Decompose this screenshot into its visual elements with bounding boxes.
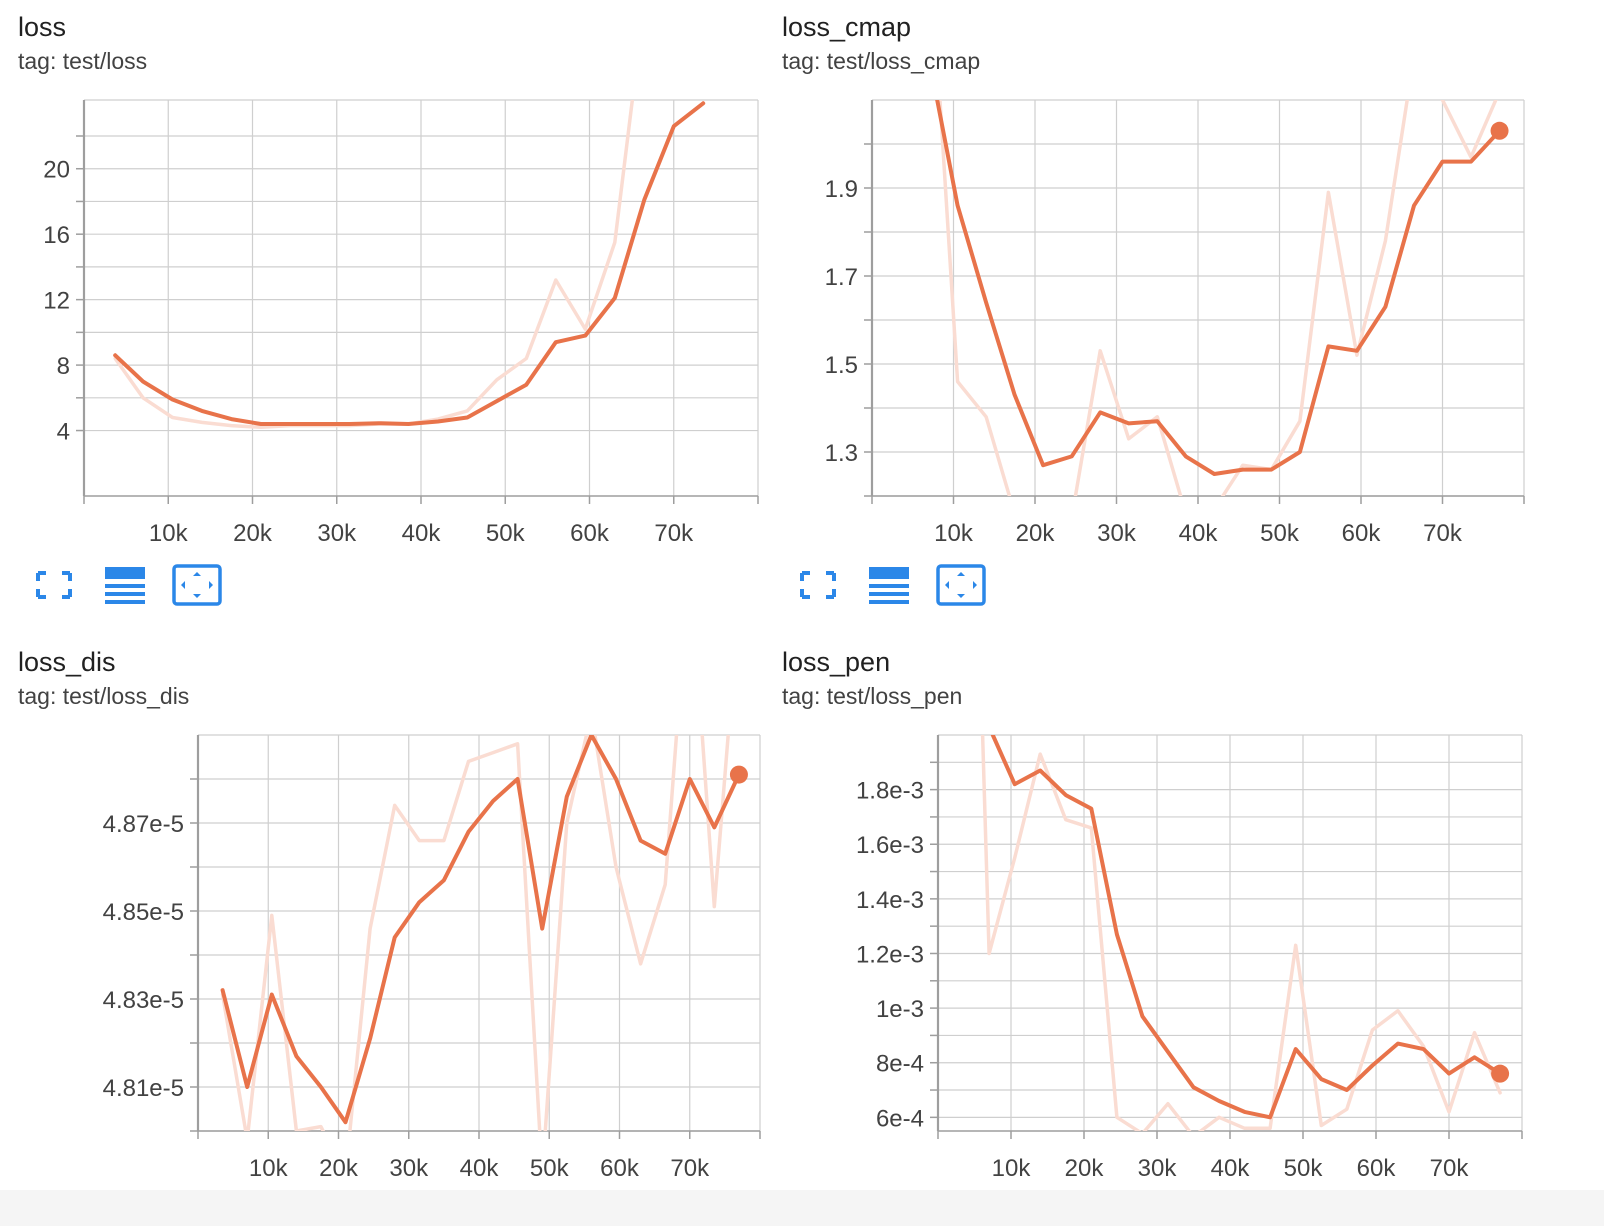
toggle-log-icon — [869, 567, 909, 604]
card-loss: loss tag: test/loss 10k 20k 30k 40k 50k 60k 70… — [0, 0, 780, 620]
last-point-marker — [1490, 121, 1509, 140]
series-raw-line — [220, 735, 730, 1131]
x-tick-label: 50k — [1260, 520, 1300, 547]
x-tick-label: 50k — [1284, 1155, 1324, 1182]
series-smoothed-line — [935, 100, 1502, 476]
y-tick-label: 1.2e-3 — [856, 941, 924, 968]
x-tick-label: 50k — [530, 1155, 570, 1182]
x-tick-label: 40k — [460, 1155, 500, 1182]
y-tick-label: 16 — [43, 222, 70, 249]
card-loss-dis: loss_dis tag: test/loss_dis 10k 20k 30k 40k… — [0, 635, 780, 1195]
x-tick-label: 30k — [317, 520, 357, 547]
y-tick-label: 4.85e-5 — [103, 899, 184, 926]
chart-plot[interactable]: 10k 20k 30k 40k 50k 60k 70k 6e-4 8e-4 1e-3 1.2e-3 1… — [764, 635, 1544, 1195]
series-smoothed-line — [113, 101, 706, 426]
y-tick-label: 4.83e-5 — [103, 987, 184, 1014]
y-tick-label: 20 — [43, 157, 70, 184]
x-tick-label: 10k — [249, 1155, 289, 1182]
x-tick-label: 20k — [233, 520, 273, 547]
y-tick-label: 1.7 — [825, 264, 858, 291]
chart-plot[interactable]: 10k 20k 30k 40k 50k 60k 70k 1.3 1.5 1.7 1.9 — [764, 0, 1544, 560]
series-group — [220, 735, 741, 1131]
card-loss-pen: loss_pen tag: test/loss_pen 10k 20k 30k 40k… — [764, 635, 1544, 1195]
x-tick-label: 10k — [992, 1155, 1032, 1182]
fit-domain-button[interactable] — [935, 563, 987, 607]
toggle-log-button[interactable] — [863, 563, 915, 607]
series-smoothed-line — [990, 735, 1503, 1120]
chart-title: loss_dis — [18, 647, 116, 677]
y-tick-label: 8 — [57, 353, 70, 380]
chart-title: loss_pen — [782, 647, 891, 677]
y-tick-label: 12 — [43, 288, 70, 315]
fullscreen-icon — [800, 571, 836, 599]
x-tick-label: 70k — [670, 1155, 710, 1182]
x-tick-label: 20k — [1065, 1155, 1105, 1182]
chart-tag: tag: test/loss_cmap — [782, 48, 981, 74]
x-tick-label: 10k — [149, 520, 189, 547]
x-tick-label: 30k — [389, 1155, 429, 1182]
y-tick-label: 1.9 — [825, 176, 858, 203]
last-point-marker — [729, 765, 748, 784]
y-tick-label: 1.4e-3 — [856, 887, 924, 914]
fullscreen-button[interactable] — [28, 563, 80, 607]
grid — [198, 734, 761, 1132]
chart-plot[interactable]: 10k 20k 30k 40k 50k 60k 70k 4 8 12 16 20 — [0, 0, 780, 560]
card-loss-cmap: loss_cmap tag: test/loss_cmap 10k 20k 30k 4… — [764, 0, 1544, 620]
fit-domain-icon — [936, 564, 986, 606]
fullscreen-icon — [36, 571, 72, 599]
y-tick-label: 1e-3 — [876, 996, 924, 1023]
x-tick-label: 10k — [934, 520, 974, 547]
bottom-bar — [0, 1190, 1604, 1226]
y-tick-label: 1.6e-3 — [856, 832, 924, 859]
series-group — [113, 100, 706, 430]
x-tick-label: 60k — [570, 520, 610, 547]
toggle-log-button[interactable] — [99, 563, 151, 607]
series-raw-line — [980, 735, 1502, 1131]
x-tick-label: 20k — [1016, 520, 1056, 547]
x-tick-label: 40k — [402, 520, 442, 547]
x-tick-label: 60k — [1342, 520, 1382, 547]
series-smoothed-line — [220, 735, 741, 1125]
fullscreen-button[interactable] — [792, 563, 844, 607]
x-tick-label: 40k — [1211, 1155, 1251, 1182]
x-tick-label: 40k — [1179, 520, 1219, 547]
chart-title: loss — [18, 12, 67, 42]
chart-tag: tag: test/loss_dis — [18, 683, 190, 709]
series-group — [980, 735, 1503, 1131]
y-tick-label: 4 — [57, 419, 70, 446]
y-tick-label: 8e-4 — [876, 1051, 924, 1078]
fit-domain-button[interactable] — [171, 563, 223, 607]
last-point-marker — [1491, 1064, 1510, 1083]
x-tick-label: 20k — [319, 1155, 359, 1182]
x-tick-label: 30k — [1138, 1155, 1178, 1182]
x-tick-label: 50k — [486, 520, 526, 547]
chart-tag: tag: test/loss — [18, 48, 148, 74]
chart-title: loss_cmap — [782, 12, 912, 42]
x-tick-label: 70k — [1430, 1155, 1470, 1182]
x-tick-label: 60k — [600, 1155, 640, 1182]
fit-domain-icon — [172, 564, 222, 606]
y-tick-label: 4.87e-5 — [103, 811, 184, 838]
series-raw-line — [938, 100, 1498, 496]
chart-plot[interactable]: 10k 20k 30k 40k 50k 60k 70k 4.81e-5 4.83e-5 4.85e… — [0, 635, 780, 1195]
y-tick-label: 4.81e-5 — [103, 1075, 184, 1102]
chart-tag: tag: test/loss_pen — [782, 683, 963, 709]
toggle-log-icon — [105, 567, 145, 604]
grid — [872, 99, 1525, 497]
series-raw-line — [113, 100, 635, 430]
y-tick-label: 1.3 — [825, 440, 858, 467]
y-tick-label: 1.5 — [825, 352, 858, 379]
x-tick-label: 70k — [654, 520, 694, 547]
y-tick-label: 6e-4 — [876, 1105, 924, 1132]
grid — [84, 99, 759, 496]
x-tick-label: 60k — [1357, 1155, 1397, 1182]
x-tick-label: 70k — [1423, 520, 1463, 547]
y-tick-label: 1.8e-3 — [856, 778, 924, 805]
x-tick-label: 30k — [1097, 520, 1137, 547]
series-group — [935, 100, 1502, 496]
